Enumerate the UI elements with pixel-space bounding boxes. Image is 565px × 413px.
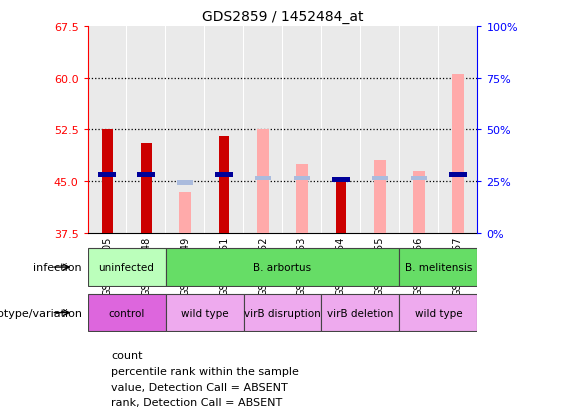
Text: infection: infection [33, 262, 82, 273]
Text: count: count [111, 350, 142, 360]
Bar [219, 137, 229, 233]
Text: B. melitensis: B. melitensis [405, 262, 472, 273]
Bar [322, 27, 360, 233]
Bar [88, 27, 126, 233]
Bar [137, 173, 155, 177]
Bar [450, 173, 466, 177]
Bar [332, 178, 350, 183]
Text: control: control [108, 308, 145, 318]
Bar [449, 173, 467, 177]
Bar [439, 27, 477, 233]
Bar [205, 27, 243, 233]
Bar [127, 27, 165, 233]
Bar [399, 294, 477, 332]
Text: genotype/variation: genotype/variation [0, 308, 82, 318]
Bar [244, 27, 282, 233]
Bar [179, 192, 191, 233]
Text: virB disruption: virB disruption [244, 308, 321, 318]
Bar [400, 27, 438, 233]
Bar [98, 173, 116, 177]
Bar [88, 294, 166, 332]
Text: rank, Detection Call = ABSENT: rank, Detection Call = ABSENT [111, 397, 282, 407]
Text: wild type: wild type [181, 308, 228, 318]
Text: wild type: wild type [415, 308, 462, 318]
Bar [452, 75, 464, 233]
Bar [177, 181, 193, 185]
Bar [283, 27, 321, 233]
Bar [374, 161, 386, 233]
Text: percentile rank within the sample: percentile rank within the sample [111, 366, 299, 376]
Bar [166, 249, 399, 286]
Bar [255, 176, 271, 180]
Bar [215, 173, 233, 177]
Bar [321, 294, 399, 332]
Bar [336, 178, 346, 233]
Bar [294, 176, 310, 180]
Bar [244, 294, 321, 332]
Bar [399, 249, 477, 286]
Text: B. arbortus: B. arbortus [254, 262, 311, 273]
Text: uninfected: uninfected [99, 262, 154, 273]
Bar [141, 144, 151, 233]
Bar [296, 164, 308, 233]
Title: GDS2859 / 1452484_at: GDS2859 / 1452484_at [202, 10, 363, 24]
Bar [88, 249, 166, 286]
Bar [372, 176, 388, 180]
Bar [102, 130, 112, 233]
Text: value, Detection Call = ABSENT: value, Detection Call = ABSENT [111, 382, 288, 392]
Bar [166, 294, 244, 332]
Bar [257, 130, 269, 233]
Bar [166, 27, 204, 233]
Bar [411, 176, 427, 180]
Bar [413, 171, 425, 233]
Bar [361, 27, 399, 233]
Text: virB deletion: virB deletion [327, 308, 394, 318]
